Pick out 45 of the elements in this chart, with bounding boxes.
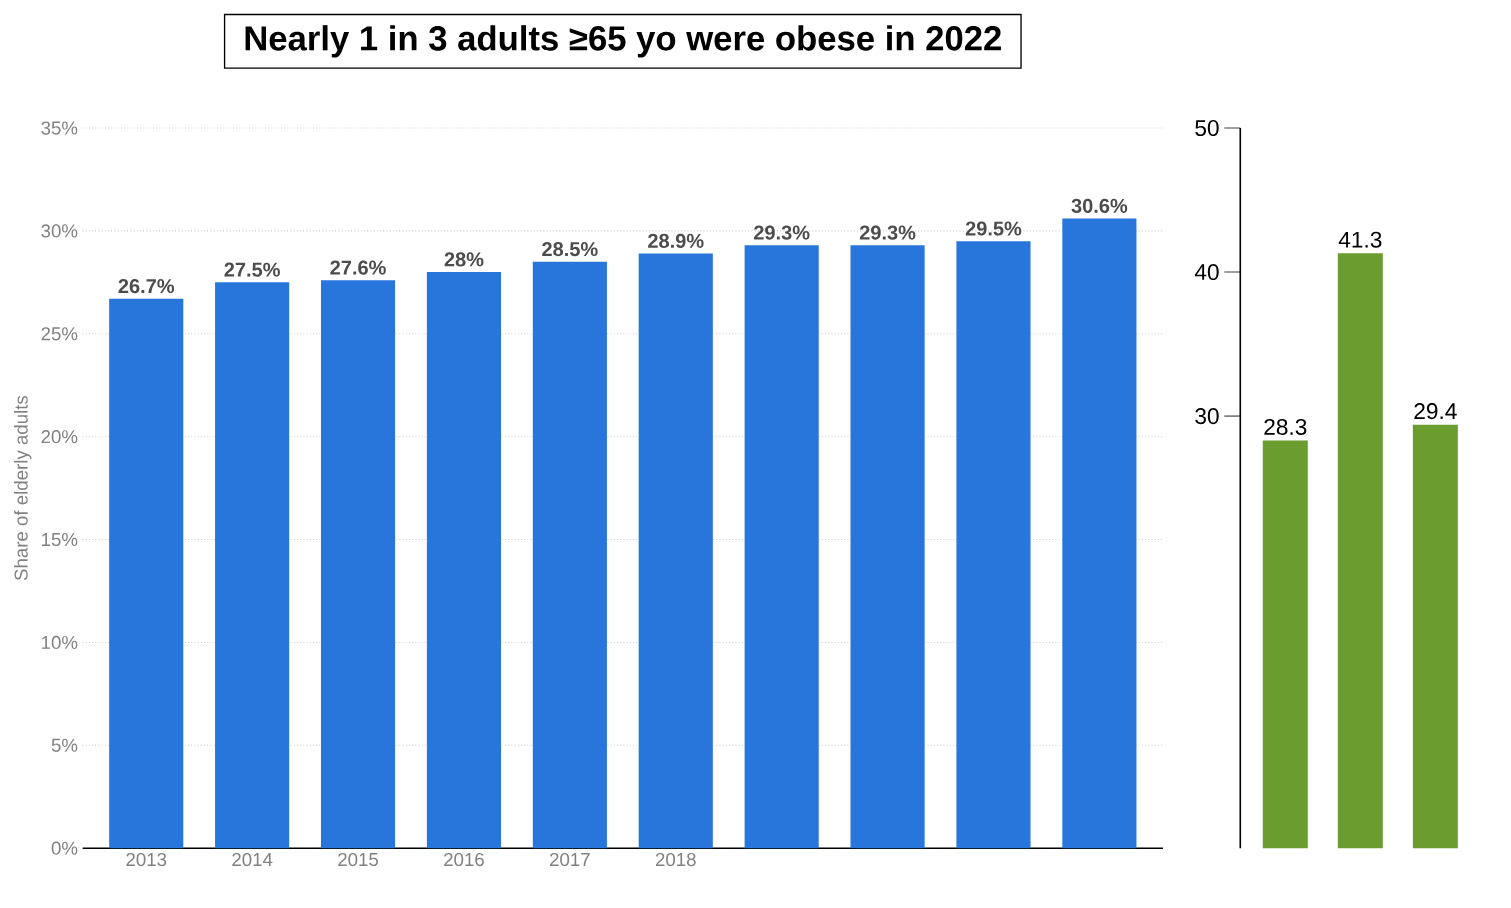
x-tick-label: 2014 bbox=[232, 852, 273, 867]
bar bbox=[320, 280, 396, 849]
y-tick-label: 25% bbox=[41, 327, 78, 341]
y-axis-title: Share of elderly adults bbox=[14, 395, 32, 581]
data-label: 29.5% bbox=[965, 221, 1022, 236]
data-label: 27.6% bbox=[330, 260, 386, 275]
y-tick-label: 15% bbox=[42, 532, 78, 547]
data-label: 28.5% bbox=[542, 241, 598, 257]
bar bbox=[109, 298, 184, 849]
x-tick-label: 2017 bbox=[550, 852, 590, 867]
data-label: 29.4 bbox=[1414, 402, 1457, 420]
bar bbox=[532, 261, 607, 849]
y-tick-label: 30 bbox=[1195, 407, 1219, 425]
bar bbox=[850, 245, 925, 849]
y-tick-label: 30% bbox=[41, 224, 78, 238]
bar bbox=[1262, 440, 1308, 849]
x-tick-label: 2016 bbox=[444, 852, 484, 867]
y-tick-label: 35% bbox=[41, 121, 78, 135]
data-label: 41.3 bbox=[1338, 231, 1382, 248]
bar bbox=[1337, 253, 1383, 849]
y-tick-label: 5% bbox=[51, 738, 78, 752]
data-label: 30.6% bbox=[1071, 198, 1128, 213]
data-label: 28.3 bbox=[1264, 418, 1307, 435]
y-tick-label: 10% bbox=[42, 635, 78, 649]
bar bbox=[215, 282, 290, 849]
bar bbox=[638, 253, 713, 849]
bar bbox=[1412, 424, 1458, 849]
data-label: 28.9% bbox=[648, 233, 704, 248]
x-tick-label: 2013 bbox=[126, 852, 167, 867]
y-tick-label: 40 bbox=[1194, 263, 1219, 281]
y-tick-label: 50 bbox=[1195, 119, 1219, 136]
y-tick-label: 20% bbox=[41, 429, 78, 444]
data-label: 26.7% bbox=[118, 278, 175, 294]
text: Nearly 1 in 3 adults ≥65 yo were obese in 2022 bbox=[245, 25, 1001, 58]
bar bbox=[956, 241, 1031, 849]
data-label: 28% bbox=[444, 252, 484, 267]
y-tick-label: 0% bbox=[51, 841, 78, 855]
data-label: 29.3% bbox=[859, 225, 916, 240]
bar bbox=[744, 245, 819, 849]
x-tick-label: 2015 bbox=[338, 852, 379, 867]
data-label: 29.3% bbox=[753, 225, 810, 240]
x-tick-label: 2018 bbox=[655, 852, 696, 867]
data-label: 27.5% bbox=[224, 262, 280, 277]
bar bbox=[1062, 218, 1137, 849]
bar bbox=[426, 271, 502, 849]
